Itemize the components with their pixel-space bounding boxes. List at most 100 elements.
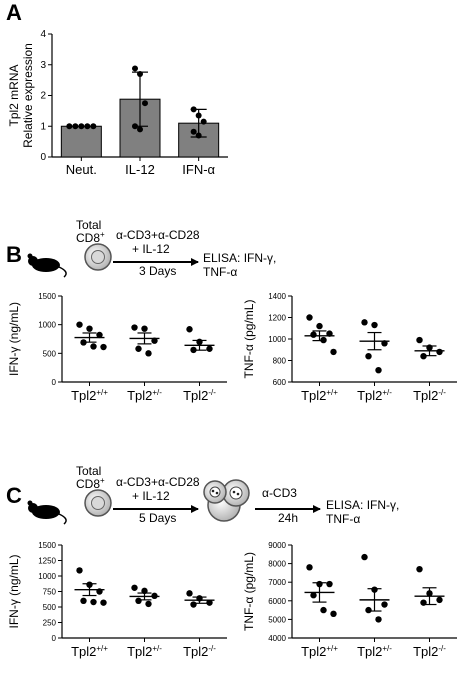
cd8-cell-icon <box>84 489 112 517</box>
data-point <box>195 132 202 139</box>
y-tick-label: 1000 <box>268 335 286 344</box>
data-point <box>72 123 79 130</box>
x-tick-label-base: Tpl2 <box>71 388 96 403</box>
bar <box>60 125 102 158</box>
panel-letter-b: B <box>6 242 22 267</box>
y-tick-label: 1000 <box>38 572 56 581</box>
data-point <box>90 123 97 130</box>
cell-label-line1: Total <box>76 464 101 478</box>
x-tick-label: Tpl2+/- <box>357 644 392 659</box>
data-point <box>326 580 333 588</box>
data-point <box>190 128 197 135</box>
stimulation-line1: α-CD3+α-CD28 <box>116 228 200 242</box>
data-point <box>306 564 313 571</box>
x-tick-label: IL-12 <box>125 162 155 177</box>
data-point <box>132 65 138 72</box>
data-point <box>90 598 97 606</box>
y-tick-label: 8000 <box>268 560 286 569</box>
y-tick-label: 1400 <box>268 292 286 301</box>
data-point <box>100 343 107 351</box>
chart-c-tnf-alpha: 4000 5000 6000 7000 8000 9000 TNF-α (pg/mL) Tpl… <box>242 541 457 659</box>
x-tick-label-sup: -/- <box>438 388 446 397</box>
y-axis-title: TNF-α (pg/mL) <box>242 552 256 631</box>
data-point <box>145 600 152 608</box>
y-tick-label: 800 <box>273 357 287 366</box>
y-tick-label: 600 <box>273 378 287 387</box>
data-point <box>66 123 73 130</box>
stimulation-line1: α-CD3+α-CD28 <box>116 475 200 489</box>
y-tick-label: 1000 <box>38 321 56 330</box>
x-tick-label-sup: +/+ <box>326 644 338 653</box>
y-tick-label: 0 <box>40 152 46 163</box>
data-point <box>86 325 93 332</box>
x-tick-label: Tpl2+/+ <box>301 644 338 659</box>
data-point <box>76 321 83 328</box>
data-point <box>320 606 327 614</box>
x-tick-label-base: Tpl2 <box>413 644 438 659</box>
y-tick-label: 250 <box>43 619 57 628</box>
x-tick-label-base: Tpl2 <box>127 388 152 403</box>
data-point <box>375 366 382 374</box>
panel-letter-a: A <box>6 0 22 25</box>
data-point <box>141 325 148 332</box>
x-tick-label-sup: -/- <box>438 644 446 653</box>
x-tick-label: Neut. <box>66 162 97 177</box>
data-point <box>381 601 388 608</box>
y-tick-label: 5000 <box>268 615 286 624</box>
x-tick-label-sup: +/- <box>382 644 392 653</box>
data-point <box>416 565 423 573</box>
x-tick-label-sup: +/- <box>382 388 392 397</box>
data-point <box>195 112 202 119</box>
data-point <box>186 590 193 597</box>
mouse-icon <box>27 500 67 525</box>
cell-label-line1: Total <box>76 218 101 232</box>
data-point <box>306 314 313 321</box>
data-point <box>142 100 148 107</box>
x-tick-label-sup: +/+ <box>96 644 108 653</box>
restimulation-label: α-CD3 <box>262 486 297 500</box>
duration-label: 5 Days <box>139 511 176 525</box>
y-axis-title: IFN-γ (ng/mL) <box>7 302 21 376</box>
data-point <box>206 345 213 352</box>
y-tick-label: 0 <box>52 378 57 387</box>
y-axis-title: TNF-α (pg/mL) <box>242 300 256 379</box>
chart-a-tpl2-mrna: 0 1 2 3 4 Tpl2 mRNA Relative expression Neut. IL… <box>7 29 228 177</box>
data-point <box>131 324 138 331</box>
y-tick-label: 1 <box>40 121 46 132</box>
data-point <box>186 326 193 333</box>
restimulation-duration: 24h <box>278 511 298 525</box>
x-tick-label-base: Tpl2 <box>301 644 326 659</box>
x-tick-label: Tpl2-/- <box>413 644 446 659</box>
x-tick-label-sup: -/- <box>208 644 216 653</box>
y-tick-label: 9000 <box>268 541 286 550</box>
x-tick-label-sup: +/+ <box>96 388 108 397</box>
x-tick-label-base: Tpl2 <box>357 644 382 659</box>
data-point <box>416 336 423 344</box>
x-tick-label: IFN-α <box>182 162 215 177</box>
y-axis-title: IFN-γ (ng/mL) <box>7 554 21 628</box>
cell-label-line2: CD8+ <box>76 476 105 491</box>
data-point <box>135 597 142 604</box>
x-tick-label-base: Tpl2 <box>183 388 208 403</box>
data-point <box>90 343 97 350</box>
data-point <box>76 567 83 574</box>
x-tick-label: Tpl2-/- <box>183 388 216 403</box>
x-tick-label-base: Tpl2 <box>413 388 438 403</box>
data-point <box>80 597 87 604</box>
data-point <box>330 610 337 618</box>
data-point <box>200 118 207 125</box>
data-point <box>96 331 103 339</box>
data-point <box>145 350 152 357</box>
data-point <box>330 348 337 356</box>
panel-letter-c: C <box>6 483 22 508</box>
x-tick-label-sup: +/- <box>152 644 162 653</box>
x-tick-label: Tpl2+/- <box>357 388 392 403</box>
y-axis-title: Tpl2 mRNA <box>7 64 21 126</box>
scheme-c: Total CD8+ α-CD3+α-CD28 + IL-12 5 Days α… <box>27 464 399 526</box>
data-point <box>310 331 317 338</box>
x-tick-label: Tpl2+/+ <box>71 644 108 659</box>
data-point <box>137 70 143 77</box>
